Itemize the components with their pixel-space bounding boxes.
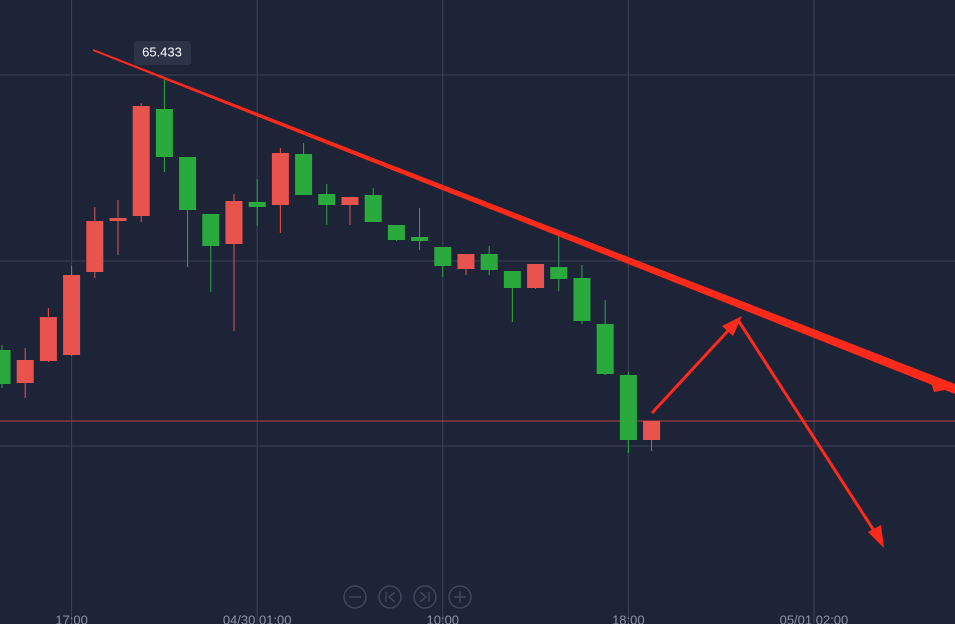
- x-tick-label: 10:00: [427, 612, 460, 624]
- zoom-out[interactable]: [343, 585, 367, 609]
- x-axis: 17:00 04/30 01:00 10:00 18:00 05/01 02:00: [55, 612, 848, 624]
- candle-body: [63, 275, 81, 355]
- price-label: 65.433: [134, 41, 191, 65]
- candle-body: [434, 247, 452, 266]
- trend-line: [93, 49, 955, 394]
- x-tick-label: 05/01 02:00: [780, 612, 849, 624]
- price-label-text: 65.433: [142, 44, 182, 59]
- price-label-box: [134, 41, 191, 65]
- trend-drawings: [93, 49, 955, 548]
- candle-body: [39, 317, 57, 361]
- candle-body: [16, 360, 34, 383]
- candle-body: [573, 278, 591, 321]
- x-tick-label: 04/30 01:00: [223, 612, 292, 624]
- go-end[interactable]: [413, 585, 437, 609]
- candle-body: [248, 202, 266, 207]
- candles: [0, 78, 661, 453]
- arrow-down: [736, 319, 882, 541]
- go-start[interactable]: [378, 585, 402, 609]
- candle-body: [109, 218, 127, 221]
- candle-body: [643, 421, 661, 440]
- candle-body: [225, 201, 243, 244]
- arrow-head: [930, 379, 950, 392]
- x-tick-label: 18:00: [612, 612, 645, 624]
- candle-body: [387, 225, 405, 240]
- candle-body: [179, 157, 197, 210]
- candle-body: [364, 195, 382, 222]
- candle-body: [480, 254, 498, 270]
- candle-body: [0, 350, 11, 384]
- candle-body: [155, 109, 173, 157]
- arrow-up: [650, 318, 740, 415]
- candle-body: [86, 221, 104, 272]
- candle-body: [457, 254, 475, 269]
- candle-body: [619, 375, 637, 440]
- candle-body: [271, 153, 289, 205]
- zoom-controls: [343, 585, 472, 609]
- candle-body: [341, 197, 359, 205]
- candle-body: [295, 154, 313, 195]
- candle-body: [503, 271, 521, 288]
- candle-body: [411, 237, 429, 241]
- candle-body: [318, 194, 336, 205]
- candle-body: [132, 106, 150, 216]
- arrow-head: [868, 525, 884, 548]
- candle-body: [596, 324, 614, 374]
- zoom-in[interactable]: [448, 585, 472, 609]
- candle-body: [550, 267, 568, 279]
- candle-body: [527, 264, 545, 288]
- candle-body: [202, 214, 220, 246]
- control-icons: [349, 591, 466, 603]
- x-tick-label: 17:00: [55, 612, 88, 624]
